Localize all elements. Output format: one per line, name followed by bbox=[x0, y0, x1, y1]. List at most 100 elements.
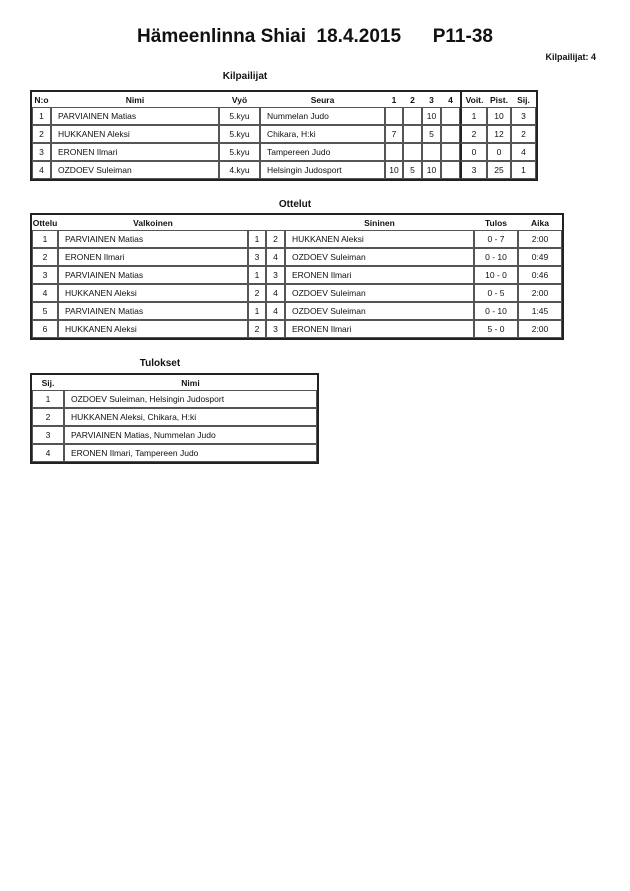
table-cell: 1 bbox=[32, 107, 51, 125]
table-row: 4 OZDOEV Suleiman 4.kyu Helsingin Judosport… bbox=[32, 161, 536, 179]
table-cell: OZDOEV Suleiman bbox=[285, 302, 474, 320]
table-cell: 2:00 bbox=[518, 320, 562, 338]
table-cell: 10 bbox=[487, 107, 511, 125]
table-cell: 0 - 10 bbox=[474, 248, 518, 266]
table-cell: 3 bbox=[32, 266, 58, 284]
table-row: 1 PARVIAINEN Matias 5.kyu Nummelan Judo 10 1 1… bbox=[32, 107, 536, 125]
table-row: 2 HUKKANEN Aleksi 5.kyu Chikara, H:ki 7 5 2 12 2 bbox=[32, 125, 536, 143]
table-row: 2 HUKKANEN Aleksi, Chikara, H:ki bbox=[32, 408, 317, 426]
table-cell: HUKKANEN Aleksi bbox=[285, 230, 474, 248]
table-cell bbox=[403, 107, 422, 125]
column-header: Sininen bbox=[364, 217, 395, 228]
page-title: Hämeenlinna Shiai 18.4.2015 P11-38 bbox=[137, 26, 493, 47]
table-cell: ERONEN Ilmari, Tampereen Judo bbox=[64, 444, 317, 462]
table-cell: 4 bbox=[266, 302, 285, 320]
table-cell: 3 bbox=[32, 426, 64, 444]
table-cell: 25 bbox=[487, 161, 511, 179]
table-cell: 10 bbox=[385, 161, 403, 179]
matches-title: Ottelut bbox=[278, 199, 312, 210]
table-row: 3 ERONEN Ilmari 5.kyu Tampereen Judo 0 0 4 bbox=[32, 143, 536, 161]
table-cell: 0 bbox=[460, 143, 487, 161]
table-cell: 1 bbox=[248, 266, 266, 284]
table-cell: 0 - 7 bbox=[474, 230, 518, 248]
matches-table: Ottelu Valkoinen Sininen Tulos Aika 1 PARVIAIN… bbox=[30, 213, 564, 340]
table-cell: 4.kyu bbox=[219, 161, 260, 179]
table-cell: 5 bbox=[422, 125, 441, 143]
table-row: 5 PARVIAINEN Matias 1 4 OZDOEV Suleiman 0 - 1… bbox=[32, 302, 562, 320]
column-header: Valkoinen bbox=[133, 217, 173, 228]
table-cell: HUKKANEN Aleksi bbox=[58, 320, 248, 338]
column-header bbox=[266, 215, 285, 230]
table-row: 2 ERONEN Ilmari 3 4 OZDOEV Suleiman 0 - 10 0:4… bbox=[32, 248, 562, 266]
table-cell: OZDOEV Suleiman bbox=[285, 248, 474, 266]
table-cell: 2 bbox=[32, 248, 58, 266]
table-cell: 5.kyu bbox=[219, 107, 260, 125]
table-cell: PARVIAINEN Matias bbox=[51, 107, 219, 125]
table-cell: PARVIAINEN Matias bbox=[58, 230, 248, 248]
table-cell: Nummelan Judo bbox=[260, 107, 385, 125]
column-header: 2 bbox=[410, 94, 415, 105]
table-cell: 5.kyu bbox=[219, 143, 260, 161]
table-cell: 2 bbox=[460, 125, 487, 143]
table-row: 1 OZDOEV Suleiman, Helsingin Judosport bbox=[32, 390, 317, 408]
column-header: Pist. bbox=[490, 94, 508, 105]
table-cell: 2 bbox=[248, 284, 266, 302]
table-cell: ERONEN Ilmari bbox=[51, 143, 219, 161]
table-cell: 10 bbox=[422, 107, 441, 125]
table-cell bbox=[441, 161, 460, 179]
results-title: Tulokset bbox=[139, 358, 181, 369]
table-cell: 3 bbox=[511, 107, 536, 125]
header-row: Ottelu Valkoinen Sininen Tulos Aika bbox=[32, 215, 562, 230]
column-header: Nimi bbox=[181, 377, 200, 388]
table-cell: 2 bbox=[32, 125, 51, 143]
table-cell: 4 bbox=[266, 284, 285, 302]
table-row: 6 HUKKANEN Aleksi 2 3 ERONEN Ilmari 5 - 0 2:00 bbox=[32, 320, 562, 338]
table-cell bbox=[441, 107, 460, 125]
table-cell: 0 bbox=[487, 143, 511, 161]
column-header: Nimi bbox=[125, 94, 145, 105]
table-cell bbox=[441, 143, 460, 161]
header-row: N:o Nimi Vyö Seura 1 2 3 4 Voit. Pist. Sij. bbox=[32, 92, 536, 107]
table-cell: 4 bbox=[32, 284, 58, 302]
table-cell: 4 bbox=[32, 161, 51, 179]
table-cell: 4 bbox=[266, 248, 285, 266]
table-cell bbox=[385, 107, 403, 125]
table-cell: 1:45 bbox=[518, 302, 562, 320]
column-header: N:o bbox=[34, 94, 49, 105]
table-cell: 0 - 5 bbox=[474, 284, 518, 302]
table-cell: 3 bbox=[266, 266, 285, 284]
table-cell: 3 bbox=[32, 143, 51, 161]
table-cell: HUKKANEN Aleksi bbox=[51, 125, 219, 143]
table-cell: 5 bbox=[403, 161, 422, 179]
column-header: Aika bbox=[531, 217, 549, 228]
table-cell: Helsingin Judosport bbox=[260, 161, 385, 179]
column-header: Tulos bbox=[484, 217, 508, 228]
table-cell: 2 bbox=[32, 408, 64, 426]
column-header: Voit. bbox=[460, 92, 487, 107]
table-cell: 2:00 bbox=[518, 284, 562, 302]
table-cell: 1 bbox=[248, 230, 266, 248]
table-cell: 2:00 bbox=[518, 230, 562, 248]
table-cell: 5 bbox=[32, 302, 58, 320]
header-row: Sij. Nimi bbox=[32, 375, 317, 390]
column-header: Seura bbox=[310, 94, 335, 105]
table-cell bbox=[422, 143, 441, 161]
table-cell: PARVIAINEN Matias, Nummelan Judo bbox=[64, 426, 317, 444]
table-cell bbox=[385, 143, 403, 161]
table-cell: OZDOEV Suleiman, Helsingin Judosport bbox=[64, 390, 317, 408]
competitors-table: N:o Nimi Vyö Seura 1 2 3 4 Voit. Pist. Sij. 1 PARVIA… bbox=[30, 90, 538, 181]
table-cell: 0 - 10 bbox=[474, 302, 518, 320]
table-cell: ERONEN Ilmari bbox=[58, 248, 248, 266]
table-cell: ERONEN Ilmari bbox=[285, 266, 474, 284]
table-cell: OZDOEV Suleiman bbox=[51, 161, 219, 179]
table-cell: PARVIAINEN Matias bbox=[58, 266, 248, 284]
results-table: Sij. Nimi 1 OZDOEV Suleiman, Helsingin Judo… bbox=[30, 373, 319, 464]
competitor-count: Kilpailijat: 4 bbox=[545, 52, 596, 62]
column-header: Sij. bbox=[517, 94, 530, 105]
table-cell bbox=[441, 125, 460, 143]
table-cell: 3 bbox=[460, 161, 487, 179]
table-cell: Chikara, H:ki bbox=[260, 125, 385, 143]
table-cell: 2 bbox=[511, 125, 536, 143]
table-cell: 1 bbox=[248, 302, 266, 320]
